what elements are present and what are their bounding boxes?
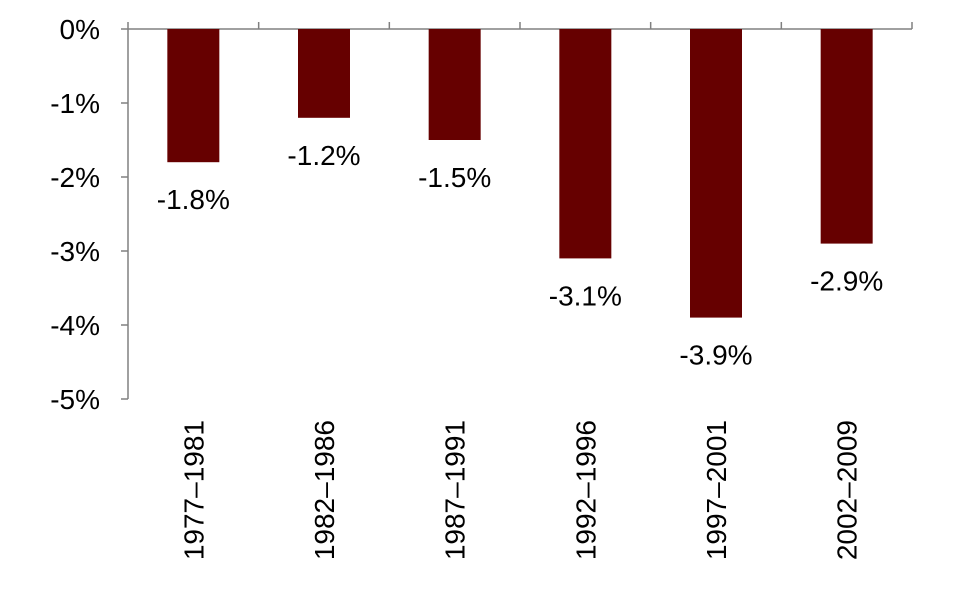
axes <box>121 22 913 400</box>
category-label: 1982–1986 <box>309 420 340 560</box>
category-label: 1977–1981 <box>178 420 209 560</box>
data-label: -1.2% <box>287 140 360 171</box>
bar <box>820 29 873 244</box>
category-label: 2002–2009 <box>832 420 863 560</box>
category-label: 1992–1996 <box>570 420 601 560</box>
data-label: -3.1% <box>549 280 622 311</box>
data-label: -2.9% <box>810 266 883 297</box>
bar <box>428 29 481 140</box>
data-label: -1.5% <box>418 162 491 193</box>
bars <box>167 29 873 318</box>
y-tick-label: 0% <box>60 14 100 45</box>
y-tick-label: -3% <box>50 236 100 267</box>
bar <box>690 29 742 318</box>
bar <box>167 29 220 163</box>
category-label: 1987–1991 <box>440 420 471 560</box>
bar <box>559 29 612 259</box>
data-label: -1.8% <box>157 184 230 215</box>
bar <box>298 29 350 118</box>
y-tick-label: -1% <box>50 88 100 119</box>
category-label: 1997–2001 <box>701 420 732 560</box>
y-tick-label: -4% <box>50 310 100 341</box>
labels: 0% -1% -2% -3% -4% -5% -1.8% 1977–1981 -1.2% 1982… <box>50 14 883 560</box>
y-tick-label: -2% <box>50 162 100 193</box>
y-tick-label: -5% <box>50 384 100 415</box>
data-label: -3.9% <box>679 340 752 371</box>
